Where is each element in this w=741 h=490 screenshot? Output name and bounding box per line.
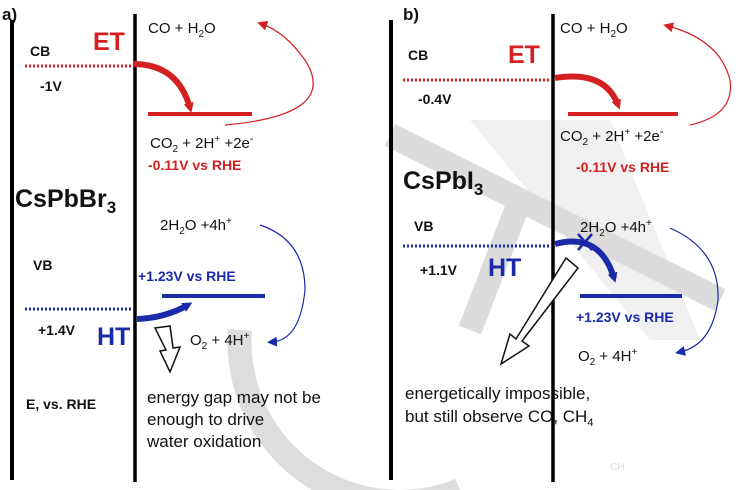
panel-a-o2-reaction: O2 + 4H+ bbox=[190, 331, 250, 352]
panel-a-vb-potential: +1.4V bbox=[38, 322, 76, 338]
panel-b-cb-label: CB bbox=[408, 47, 428, 63]
panel-b-o2-reaction: O2 + 4H+ bbox=[578, 347, 638, 368]
panel-b-note-line: but still observe CO, CH4 bbox=[405, 407, 593, 429]
panel-b-tag: b) bbox=[403, 5, 419, 24]
panel-a-water-potential: +1.23V vs RHE bbox=[138, 268, 236, 284]
panel-b-water-potential: +1.23V vs RHE bbox=[576, 309, 674, 325]
panel-a-co-return-arrow bbox=[224, 20, 314, 126]
panel-a-cb-label: CB bbox=[30, 43, 50, 59]
panel-b-ht-arrow bbox=[554, 238, 618, 283]
panel-b-water-reaction: 2H2O +4h+ bbox=[580, 218, 652, 239]
panel-a-note-line: energy gap may not be bbox=[147, 388, 321, 407]
panel-b-et-label: ET bbox=[508, 41, 540, 69]
watermark-text: CH bbox=[610, 462, 624, 473]
panel-a-o2-return-arrow bbox=[259, 224, 306, 347]
panel-b-co-return-arrow bbox=[663, 22, 732, 126]
panel-b-blocked-icon bbox=[577, 233, 593, 251]
panel-a-water-reaction: 2H2O +4h+ bbox=[160, 216, 232, 237]
panel-a-ht-label: HT bbox=[97, 323, 130, 351]
panel-b-impossible-arrow bbox=[499, 256, 580, 366]
panel-b-co2-reaction: CO2 + 2H+ +2e- bbox=[560, 126, 664, 148]
panel-b-cb-potential: -0.4V bbox=[418, 91, 452, 107]
panel-b-vb-label: VB bbox=[414, 218, 433, 234]
panel-a-product-top: CO + H2O bbox=[148, 20, 216, 40]
panel-a-co2-reaction: CO2 + 2H+ +2e- bbox=[150, 133, 254, 155]
panel-b-o2-return-arrow bbox=[669, 227, 719, 356]
watermark: CH bbox=[227, 120, 726, 490]
panel-a-note-line: water oxidation bbox=[146, 432, 261, 451]
panel-b-ht-label: HT bbox=[488, 254, 521, 282]
panel-a-gap-arrow bbox=[153, 325, 182, 374]
panel-a-co2-potential: -0.11V vs RHE bbox=[148, 157, 241, 173]
panel-b-vb-potential: +1.1V bbox=[420, 262, 458, 278]
panel-a-vb-label: VB bbox=[33, 257, 52, 273]
panel-a-note: energy gap may not be enough to drive wa… bbox=[146, 388, 326, 451]
panel-a-axis-label: E, vs. RHE bbox=[26, 396, 96, 412]
panel-a-note-line: enough to drive bbox=[147, 410, 264, 429]
panel-a-tag: a) bbox=[2, 5, 17, 24]
panel-b-product-top: CO + H2O bbox=[560, 20, 628, 40]
panel-a-material: CsPbBr3 bbox=[15, 185, 116, 217]
panel-a-ht-arrow bbox=[136, 302, 193, 322]
panel-b-co2-potential: -0.11V vs RHE bbox=[576, 159, 669, 175]
panel-b-note: energetically impossible, but still obse… bbox=[405, 384, 595, 429]
panel-b-material: CsPbI3 bbox=[403, 167, 483, 199]
panel-a: a) CB -1V ET CO + H2O CO2 + 2H+ +2e- -0.… bbox=[2, 5, 326, 482]
panel-a-et-label: ET bbox=[93, 28, 125, 56]
panel-a-et-arrow bbox=[132, 61, 194, 113]
panel-b-note-line: energetically impossible, bbox=[405, 384, 590, 403]
panel-b: b) CO + H2O ET CB -0.4V CO2 + 2H+ +2e- -… bbox=[389, 5, 732, 482]
panel-b-et-arrow bbox=[554, 73, 621, 110]
panel-a-cb-potential: -1V bbox=[40, 78, 62, 94]
